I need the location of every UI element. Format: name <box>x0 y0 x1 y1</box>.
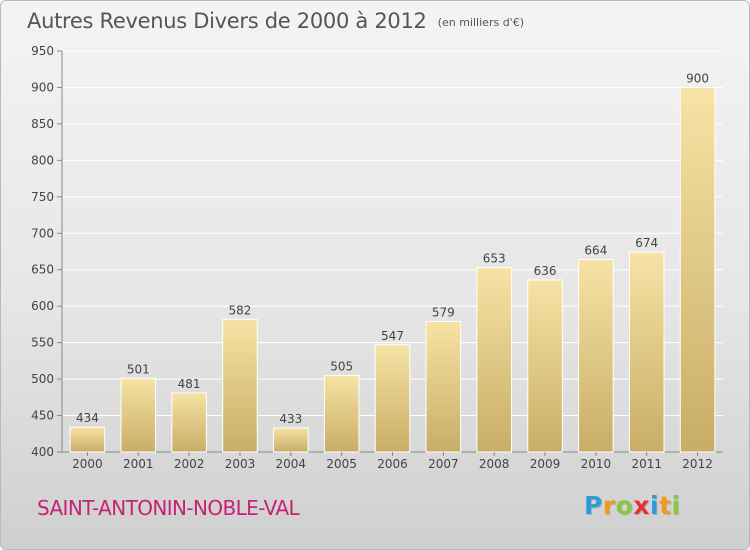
bar <box>171 392 207 453</box>
bar <box>425 320 462 453</box>
y-tick-label: 750 <box>31 190 54 204</box>
x-tick-label: 2005 <box>326 457 357 471</box>
logo-letter: r <box>602 491 616 520</box>
bar <box>527 279 563 453</box>
bar-value-label: 547 <box>381 329 404 343</box>
y-tick-label: 550 <box>31 336 54 350</box>
proxiti-logo: Proxiti <box>584 491 681 520</box>
y-tick-label: 650 <box>31 263 54 277</box>
y-tick-label: 950 <box>31 44 54 58</box>
bar <box>323 374 360 453</box>
bar <box>578 259 614 453</box>
logo-letter: t <box>659 491 672 520</box>
bar <box>69 426 106 453</box>
chart-unit: (en milliers d'€) <box>437 16 524 29</box>
bar-value-label: 501 <box>127 362 150 376</box>
bar-value-label: 505 <box>330 359 353 373</box>
bar-value-label: 653 <box>483 252 506 266</box>
logo-letter: P <box>584 491 603 520</box>
bar <box>222 318 258 453</box>
commune-name: SAINT-ANTONIN-NOBLE-VAL <box>37 496 300 520</box>
bar <box>628 251 665 453</box>
x-tick-label: 2010 <box>581 457 612 471</box>
bar <box>374 344 411 453</box>
x-tick-label: 2009 <box>530 457 561 471</box>
logo-letter: o <box>615 491 634 520</box>
x-tick-label: 2000 <box>72 457 103 471</box>
chart-title-row: Autres Revenus Divers de 2000 à 2012 (en… <box>27 9 524 33</box>
x-tick-label: 2011 <box>631 457 662 471</box>
bar-value-label: 664 <box>584 244 607 258</box>
bar <box>476 267 512 453</box>
bar-value-label: 481 <box>178 377 201 391</box>
bar-value-label: 434 <box>76 411 99 425</box>
bar-value-label: 900 <box>686 71 709 85</box>
x-tick-label: 2006 <box>377 457 408 471</box>
x-tick-label: 2001 <box>123 457 154 471</box>
x-tick-label: 2004 <box>276 457 307 471</box>
y-tick-label: 900 <box>31 80 54 94</box>
bar-value-label: 579 <box>432 305 455 319</box>
bar-value-label: 636 <box>534 264 557 278</box>
y-tick-label: 700 <box>31 226 54 240</box>
bar <box>120 377 157 453</box>
y-tick-label: 800 <box>31 153 54 167</box>
x-tick-label: 2007 <box>428 457 459 471</box>
y-tick-label: 400 <box>31 445 54 459</box>
chart-title: Autres Revenus Divers de 2000 à 2012 <box>27 9 427 33</box>
bar <box>679 86 716 453</box>
logo-letter: i <box>650 491 660 520</box>
y-tick-label: 850 <box>31 117 54 131</box>
y-tick-label: 600 <box>31 299 54 313</box>
x-tick-label: 2008 <box>479 457 510 471</box>
y-tick-label: 450 <box>31 409 54 423</box>
bar-value-label: 433 <box>279 412 302 426</box>
bar <box>273 427 309 453</box>
x-tick-label: 2012 <box>682 457 713 471</box>
bar-value-label: 674 <box>635 236 658 250</box>
x-tick-label: 2003 <box>225 457 256 471</box>
y-tick-label: 500 <box>31 372 54 386</box>
bar-value-label: 582 <box>229 303 252 317</box>
x-tick-label: 2002 <box>174 457 205 471</box>
logo-letter: i <box>671 491 681 520</box>
logo-letter: x <box>633 491 650 520</box>
